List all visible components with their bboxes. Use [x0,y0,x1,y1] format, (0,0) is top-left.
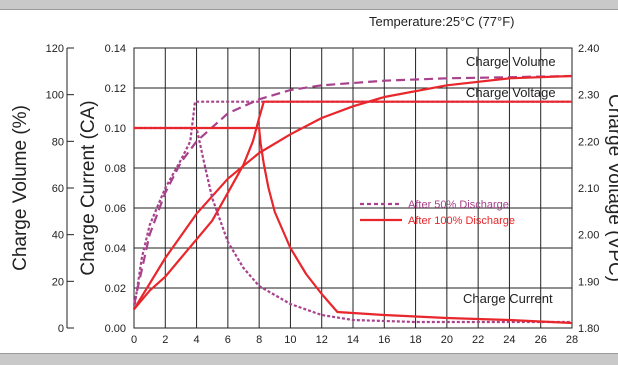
current-tick-label: 0.04 [105,243,126,255]
x-tick-label: 4 [194,334,200,346]
charge-voltage-annotation: Charge Voltage [466,85,556,100]
volume-tick-label: 20 [52,276,64,288]
volume-tick-label: 60 [52,183,64,195]
charge-voltage-100-line [133,100,572,311]
x-tick-label: 6 [225,334,231,346]
current-tick-label: 0.10 [105,123,126,135]
temperature-label: Temperature:25°C (77°F) [369,14,515,29]
current-tick-label: 0.06 [105,203,126,215]
current-tick-label: 0.12 [105,83,126,95]
bottom-frame-bar [0,353,618,365]
voltage-axis-title: Charge Voltage (VPC) [604,94,618,282]
plot-grid [133,47,573,329]
x-tick-label: 20 [441,334,453,346]
top-frame-bar [0,0,618,10]
legend-label: After 100% Discharge [408,215,515,227]
curve-annotations: Charge Volume Charge Voltage Charge Curren… [463,54,556,306]
voltage-tick-label: 2.30 [578,90,599,102]
current-tick-label: 0.00 [105,323,126,335]
charge-volume-50-line [132,74,573,305]
current-tick-label: 0.14 [105,43,126,55]
x-tick-label: 0 [131,334,137,346]
volume-tick-label: 120 [46,43,64,55]
charge-current-100-line [134,126,573,325]
x-tick-label: 18 [409,334,421,346]
voltage-tick-label: 2.00 [578,230,599,242]
x-tick-label: 2 [162,334,168,346]
voltage-tick-label: 1.90 [578,276,599,288]
volume-tick-label: 40 [52,230,64,242]
charge-volume-100-line [133,74,573,310]
voltage-axis: 1.80 1.90 2.00 2.10 2.20 2.30 2.40 Charge Volta… [578,43,618,335]
x-tick-label: 22 [472,334,484,346]
x-tick-label: 28 [566,334,578,346]
legend: After 50% Discharge After 100% Discharge [360,199,515,227]
charge-current-annotation: Charge Current [463,291,553,306]
volume-tick-label: 100 [46,90,64,102]
x-tick-label: 10 [284,334,296,346]
left-axes: 0 20 40 60 80 100 120 Charge Volume (%) 0.00 0.02… [10,43,126,335]
x-tick-label: 24 [503,334,515,346]
x-axis: 0 2 4 6 8 10 12 14 16 18 20 22 24 26 28 [131,334,578,346]
x-tick-label: 14 [347,334,359,346]
legend-label: After 50% Discharge [408,199,509,211]
x-tick-label: 26 [535,334,547,346]
current-tick-label: 0.02 [105,283,126,295]
x-tick-label: 12 [316,334,328,346]
volume-tick-label: 0 [58,323,64,335]
volume-tick-label: 80 [52,136,64,148]
current-tick-label: 0.08 [105,163,126,175]
volume-axis-title: Charge Volume (%) [10,105,31,271]
charge-voltage-50-line [132,100,572,310]
voltage-tick-label: 2.40 [578,43,599,55]
charge-volume-annotation: Charge Volume [466,54,556,69]
x-tick-label: 8 [256,334,262,346]
charge-current-50-line [134,126,572,324]
voltage-tick-label: 1.80 [578,323,599,335]
voltage-tick-label: 2.20 [578,136,599,148]
x-tick-label: 16 [378,334,390,346]
series-group [132,74,573,325]
voltage-tick-label: 2.10 [578,183,599,195]
current-axis-title: Charge Current (CA) [78,100,99,275]
